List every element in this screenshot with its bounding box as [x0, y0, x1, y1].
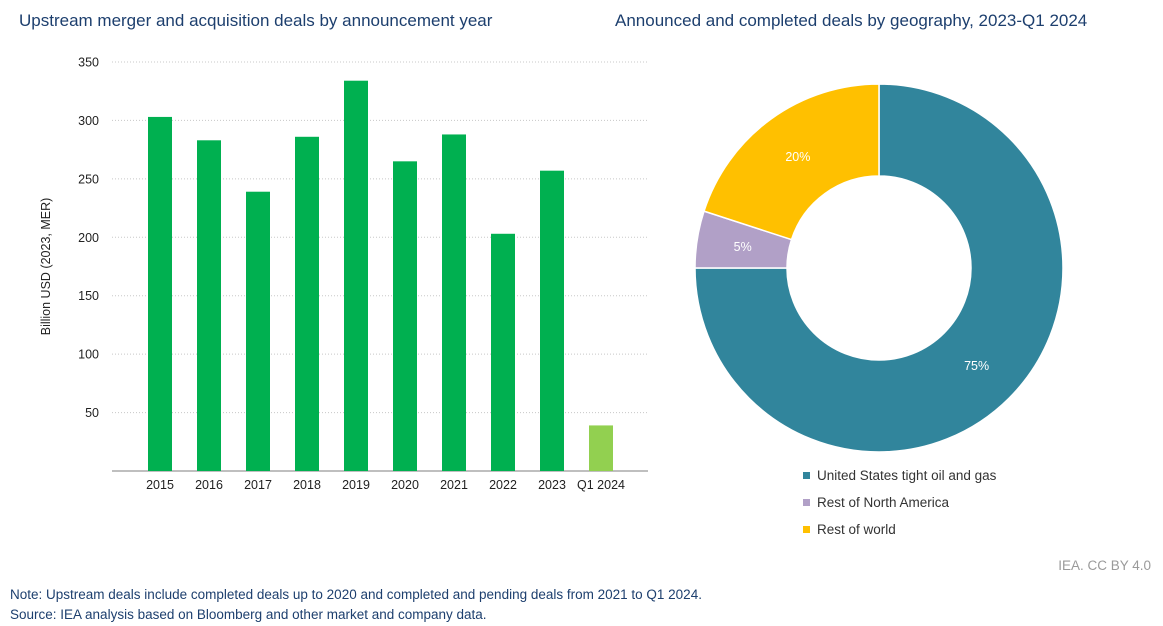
bar — [540, 170, 564, 472]
x-tick-label: 2019 — [342, 478, 370, 492]
donut-legend: United States tight oil and gas Rest of … — [803, 462, 996, 543]
x-tick-label: 2023 — [538, 478, 566, 492]
donut-chart: 75% 5% 20% — [694, 83, 1064, 453]
credit-text: IEA. CC BY 4.0 — [1058, 558, 1151, 573]
x-tick-label: 2017 — [244, 478, 272, 492]
donut-chart-title: Announced and completed deals by geograp… — [615, 11, 1088, 30]
x-tick-label: 2015 — [146, 478, 174, 492]
bar-chart-title: Upstream merger and acquisition deals by… — [19, 11, 493, 30]
y-tick-label: 250 — [78, 172, 99, 186]
y-tick-label: 300 — [78, 114, 99, 128]
bar-chart: 50 100 150 200 250 300 350 Billion USD (2023, M… — [39, 56, 648, 492]
legend-swatch-us — [803, 472, 810, 479]
x-tick-label: 2018 — [293, 478, 321, 492]
legend-label-us: United States tight oil and gas — [817, 468, 997, 483]
footnotes: Note: Upstream deals include completed d… — [10, 585, 702, 625]
bar — [148, 116, 172, 472]
x-tick-label: 2016 — [195, 478, 223, 492]
note-text: Note: Upstream deals include completed d… — [10, 587, 702, 602]
bar — [589, 425, 613, 471]
y-tick-label: 150 — [78, 289, 99, 303]
donut-slice — [703, 83, 880, 241]
legend-item-us: United States tight oil and gas — [803, 462, 996, 489]
bar — [295, 136, 319, 471]
bar — [246, 191, 270, 471]
bar — [393, 161, 417, 472]
legend-swatch-rest-north-america — [803, 499, 810, 506]
donut-data-label: 75% — [964, 359, 989, 373]
y-axis-label: Billion USD (2023, MER) — [39, 198, 53, 336]
x-tick-label: Q1 2024 — [577, 478, 625, 492]
legend-label-rest-north-america: Rest of North America — [817, 495, 950, 510]
y-tick-label: 50 — [85, 406, 99, 420]
legend-label-rest-of-world: Rest of world — [817, 522, 896, 537]
x-tick-label: 2020 — [391, 478, 419, 492]
legend-item-rest-north-america: Rest of North America — [803, 489, 996, 516]
y-tick-label: 100 — [78, 348, 99, 362]
x-tick-label: 2022 — [489, 478, 517, 492]
y-tick-label: 200 — [78, 231, 99, 245]
bar — [442, 134, 466, 472]
x-tick-label: 2021 — [440, 478, 468, 492]
bar — [491, 233, 515, 471]
donut-slice — [694, 83, 1064, 453]
bar — [197, 140, 221, 471]
legend-item-rest-of-world: Rest of world — [803, 516, 996, 543]
legend-swatch-rest-of-world — [803, 526, 810, 533]
donut-data-label: 5% — [734, 240, 752, 254]
source-text: Source: IEA analysis based on Bloomberg … — [10, 607, 487, 622]
bar — [344, 80, 368, 471]
donut-data-label: 20% — [785, 150, 810, 164]
y-tick-label: 350 — [78, 56, 99, 70]
